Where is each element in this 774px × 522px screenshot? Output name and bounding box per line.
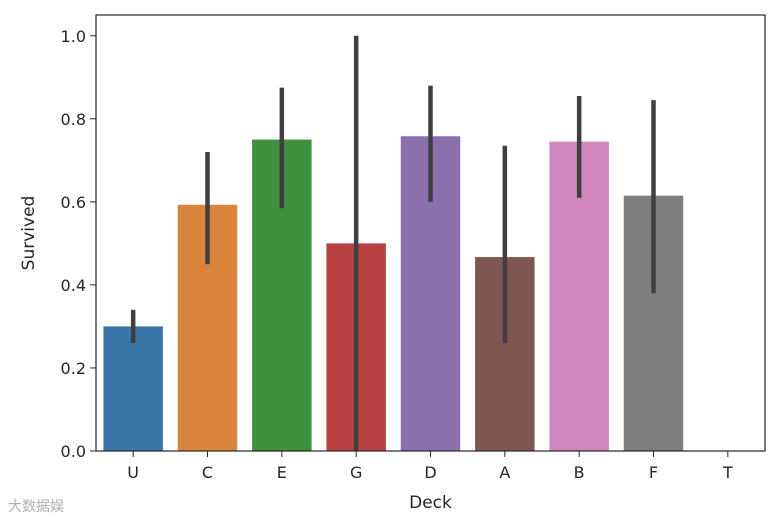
x-tick-label-e: E (277, 463, 287, 482)
x-axis-label: Deck (409, 493, 452, 513)
x-tick-label-d: D (424, 463, 436, 482)
y-axis-label: Survived (19, 196, 39, 271)
x-tick-label-u: U (127, 463, 139, 482)
error-bars-group (130, 35, 656, 451)
y-tick-label-4: 0.8 (61, 110, 86, 129)
bars-group (103, 136, 684, 452)
x-tick-label-g: G (350, 463, 362, 482)
x-tick-label-a: A (499, 463, 510, 482)
x-tick-label-f: F (649, 463, 658, 482)
y-tick-label-0: 0.0 (61, 442, 86, 461)
x-tick-label-b: B (574, 463, 585, 482)
y-axis: 0.0 0.2 0.4 0.6 0.8 1.0 (61, 27, 96, 461)
watermark-logo: 大数据娱 (8, 499, 64, 515)
y-tick-label-3: 0.6 (61, 193, 86, 212)
bar-u (103, 326, 163, 451)
y-tick-label-5: 1.0 (61, 27, 86, 46)
y-tick-label-1: 0.2 (61, 359, 86, 378)
x-tick-label-c: C (202, 463, 213, 482)
y-tick-label-2: 0.4 (61, 276, 86, 295)
x-tick-label-t: T (722, 463, 733, 482)
